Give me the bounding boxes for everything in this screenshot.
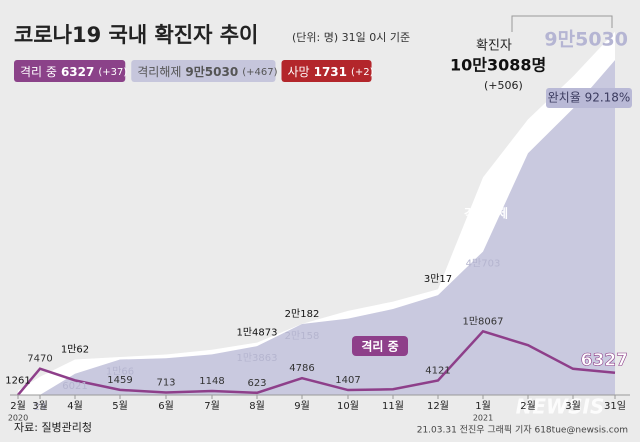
data-label: 2만158 (285, 330, 320, 342)
legend-value: 6327 (61, 65, 94, 79)
subtitle: (단위: 명) 31일 0시 기준 (292, 30, 410, 44)
legend-item: 격리 중 6327 (+37) (14, 60, 127, 82)
series-label: 격리 중 (361, 339, 398, 354)
watermark: NEWSIS (516, 395, 605, 419)
overlay: 코로나19 국내 확진자 추이 (단위: 명) 31일 0시 기준 확진자 10… (5, 15, 632, 436)
data-label: 4만703 (466, 258, 501, 270)
legend-text: 격리해제 9만5030 (+467) (137, 64, 277, 79)
x-tick-label: 4월 (67, 400, 83, 412)
summary-total: 10만3088명 (450, 56, 546, 75)
data-label: 1만4873 (236, 327, 277, 339)
x-tick-label: 7월 (204, 400, 220, 412)
data-label: 713 (156, 377, 175, 388)
data-label: 1만62 (61, 344, 89, 356)
data-label: 1만66 (106, 366, 134, 378)
area (18, 60, 615, 395)
legend-box (131, 60, 276, 82)
legend-text: 격리 중 6327 (+37) (20, 65, 127, 79)
x-tick-label: 5월 (112, 400, 128, 412)
data-label: 1만3863 (236, 352, 277, 364)
data-label: 6327 (581, 351, 628, 371)
data-label: 623 (247, 378, 266, 389)
year-label: 2020 (8, 414, 28, 423)
x-tick-label: 31일 (604, 400, 626, 412)
data-label: 1407 (335, 375, 360, 386)
legend-item: 격리해제 9만5030 (+467) (131, 60, 278, 82)
x-tick-label: 9월 (294, 400, 310, 412)
legend-value: 1731 (314, 65, 347, 79)
x-tick-label: 10월 (337, 400, 359, 412)
x-tick-label: 2월 (520, 400, 536, 412)
legend-text: 사망 1731 (+2) (288, 65, 374, 79)
legend-value: 9만5030 (185, 64, 238, 79)
legend-change: (+2) (351, 67, 374, 78)
recovery-box (546, 88, 632, 108)
legend-name: 격리 중 (20, 65, 57, 79)
x-tick-label: 1월 (475, 400, 491, 412)
legend-item: 사망 1731 (+2) (281, 60, 374, 82)
year-label: 2021 (473, 414, 493, 423)
legend-box (281, 60, 372, 82)
summary-change: (+506) (484, 79, 523, 92)
source: 자료: 질병관리청 (14, 421, 92, 434)
summary-label: 확진자 (476, 39, 512, 54)
legend-change: (+467) (242, 67, 277, 78)
title: 코로나19 국내 확진자 추이 (14, 23, 258, 47)
bracket (511, 15, 613, 32)
plot (17, 31, 616, 396)
data-label: 1261 (5, 376, 30, 387)
callout-box (352, 336, 408, 356)
data-label: 3만17 (424, 273, 452, 285)
credit: 21.03.31 전진우 그래픽 기자 618tue@newsis.com (417, 425, 628, 436)
legend-name: 격리해제 (137, 65, 181, 79)
series-label: 격리해제 (464, 206, 508, 221)
data-label: 2만182 (285, 308, 320, 320)
data-label: 7470 (27, 354, 52, 365)
data-label: 1만8067 (462, 315, 503, 327)
x-tick-label: 2월 (10, 400, 26, 412)
x-tick-label: 3월 (32, 400, 48, 412)
data-label: 1148 (199, 376, 224, 387)
line (17, 329, 616, 396)
released-total: 9만5030 (544, 29, 628, 51)
data-label: 1459 (107, 375, 132, 386)
legend-box (14, 60, 126, 82)
x-tick-label: 6월 (158, 400, 174, 412)
data-label: 4786 (289, 363, 314, 374)
data-label: 4121 (425, 365, 450, 376)
data-label: 6021 (62, 381, 87, 392)
x-tick-label: 11월 (382, 400, 404, 412)
legend-name: 사망 (288, 65, 310, 79)
legend-change: (+37) (98, 67, 127, 78)
recovery-rate: 완치율 92.18% (548, 91, 631, 105)
x-tick-label: 12월 (427, 400, 449, 412)
data-label: 24 (34, 402, 47, 413)
x-tick-label: 3월 (565, 400, 581, 412)
x-tick-label: 8월 (249, 400, 265, 412)
